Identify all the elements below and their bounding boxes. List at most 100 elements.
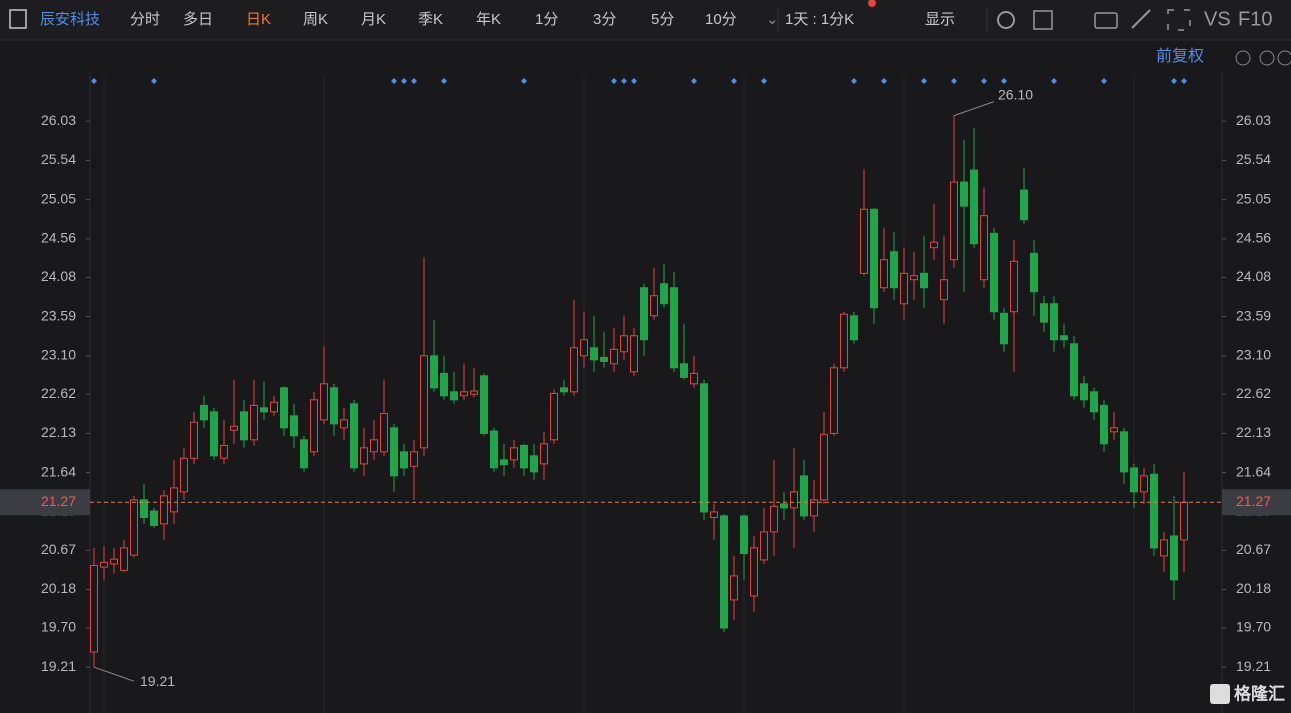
y-tick-label-right: 21.64 [1236,463,1271,479]
candle-body [1060,335,1068,341]
candle-body [640,287,648,341]
candle-body [1140,475,1148,493]
candle-body [820,433,828,501]
candle-body [100,561,108,568]
tab[interactable]: 年K [476,11,501,28]
tab[interactable]: 5分 [651,11,674,28]
undo-icon[interactable] [1235,50,1251,66]
candle-body [870,208,878,309]
candle-body [910,275,918,281]
tab[interactable]: 多日 [183,11,213,28]
annotation-label: 19.21 [140,673,175,689]
y-tick-label-right: 20.18 [1236,580,1271,596]
fullscreen-icon[interactable] [1167,9,1191,31]
candle-body [110,558,118,565]
candle-body [1150,473,1158,549]
candle-body [1010,260,1018,313]
settings-icon[interactable] [997,11,1015,29]
candle-body [1080,383,1088,401]
tab[interactable]: 分时 [130,11,160,28]
toolbar-bg [0,0,1291,40]
candle-body [570,347,578,393]
candle-body [520,444,528,469]
tab[interactable]: 月K [361,11,386,28]
draw-icon[interactable] [1131,9,1151,29]
y-tick-label-right: 24.08 [1236,268,1271,284]
zoom-in-icon[interactable] [1277,50,1291,66]
y-tick-label: 22.62 [41,385,76,401]
tab[interactable]: 日K [246,11,271,28]
candle-body [1040,303,1048,323]
y-tick-label: 24.56 [41,230,76,246]
candle-body [1020,189,1028,221]
candle-body [880,259,888,289]
candle-body [440,372,448,397]
candle-body [580,339,588,357]
vs-button[interactable]: VS [1204,8,1231,30]
y-tick-label-right: 23.59 [1236,307,1271,323]
candle-body [460,391,468,397]
candle-body [840,313,848,369]
annotation-leader [953,101,995,117]
candle-body [960,181,968,207]
tab[interactable]: 3分 [593,11,616,28]
candle-body [550,392,558,441]
candle-body [780,503,788,509]
y-tick-label: 19.21 [41,658,76,674]
tab[interactable]: 1分 [535,11,558,28]
candle-body [1000,312,1008,345]
adjust-button[interactable]: 前复权 [1156,47,1204,65]
candle-body [920,272,928,289]
candle-body [1120,431,1128,473]
candle-body [160,495,168,525]
last-price-box [0,489,90,516]
menu-icon[interactable] [9,9,27,29]
candle-body [1130,467,1138,493]
candle-body [630,335,638,373]
candle-body [360,447,368,465]
candle-body [1180,501,1188,541]
candle-body [240,411,248,441]
candle-body [500,459,508,466]
period-select[interactable]: 1天 : 1分K [785,11,854,28]
candle-body [1070,343,1078,397]
y-tick-label-right: 25.54 [1236,151,1271,167]
event-marker[interactable] [91,78,1187,84]
f10-button[interactable]: F10 [1238,8,1272,30]
zoom-out-icon[interactable] [1259,50,1275,66]
candle-body [340,419,348,429]
tab[interactable]: 周K [303,11,328,28]
candle-body [610,348,618,365]
candle-body [620,335,628,353]
candle-body [720,515,728,629]
y-tick-label-right: 22.62 [1236,385,1271,401]
candle-body [1170,535,1178,581]
candle-body [150,510,158,526]
chevron[interactable]: ⌄ [766,11,779,28]
tab[interactable]: 10分 [705,11,737,28]
event-markers [91,78,1187,84]
candle-body [980,215,988,281]
display-button[interactable]: 显示 [925,11,955,28]
y-tick-label-right: 24.56 [1236,230,1271,246]
candle-body [750,547,758,597]
y-tick-label: 20.67 [41,541,76,557]
layout-icon[interactable] [1033,10,1053,30]
last-price-box-right [1222,489,1291,516]
candle-body [600,356,608,362]
candle-body [680,363,688,378]
candle-body [690,372,698,385]
candle-body [740,515,748,555]
candle-body [320,383,328,421]
notify-dot [868,0,876,7]
candle-body [290,415,298,437]
candle-body [90,565,98,653]
stock-name[interactable]: 辰安科技 [40,11,100,28]
candle-body [940,279,948,301]
tab[interactable]: 季K [418,11,443,28]
candle-body [730,575,738,601]
y-tick-label-right: 26.03 [1236,112,1271,128]
candle-body [120,547,128,571]
y-tick-label: 21.64 [41,463,76,479]
camera-icon[interactable] [1094,12,1118,29]
